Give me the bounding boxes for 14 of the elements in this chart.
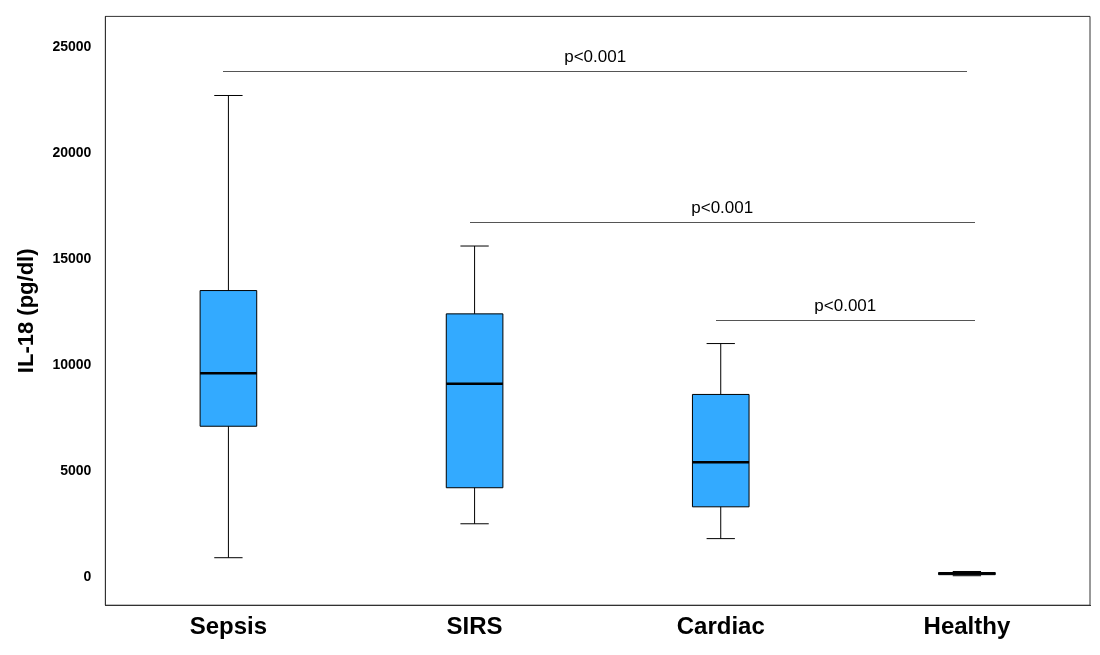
y-tick-label: 20000	[52, 143, 92, 160]
x-tick-label: Healthy	[923, 612, 1011, 640]
annotation: p<0.001	[564, 47, 627, 68]
y-tick-label: 5000	[60, 461, 92, 478]
x-tick-label: Cardiac	[676, 612, 765, 640]
x-tick-label: Sepsis	[189, 612, 268, 640]
y-tick-label: 15000	[52, 249, 92, 266]
y-tick-label: 0	[83, 567, 92, 584]
y-tick-label: 10000	[52, 355, 92, 372]
annotation: p<0.001	[691, 198, 754, 219]
x-tick-label: SIRS	[446, 612, 503, 640]
annotation: p<0.001	[814, 295, 877, 316]
y-tick-label: 25000	[52, 37, 92, 54]
y-axis-title: IL-18 (pg/dl)	[13, 248, 39, 374]
